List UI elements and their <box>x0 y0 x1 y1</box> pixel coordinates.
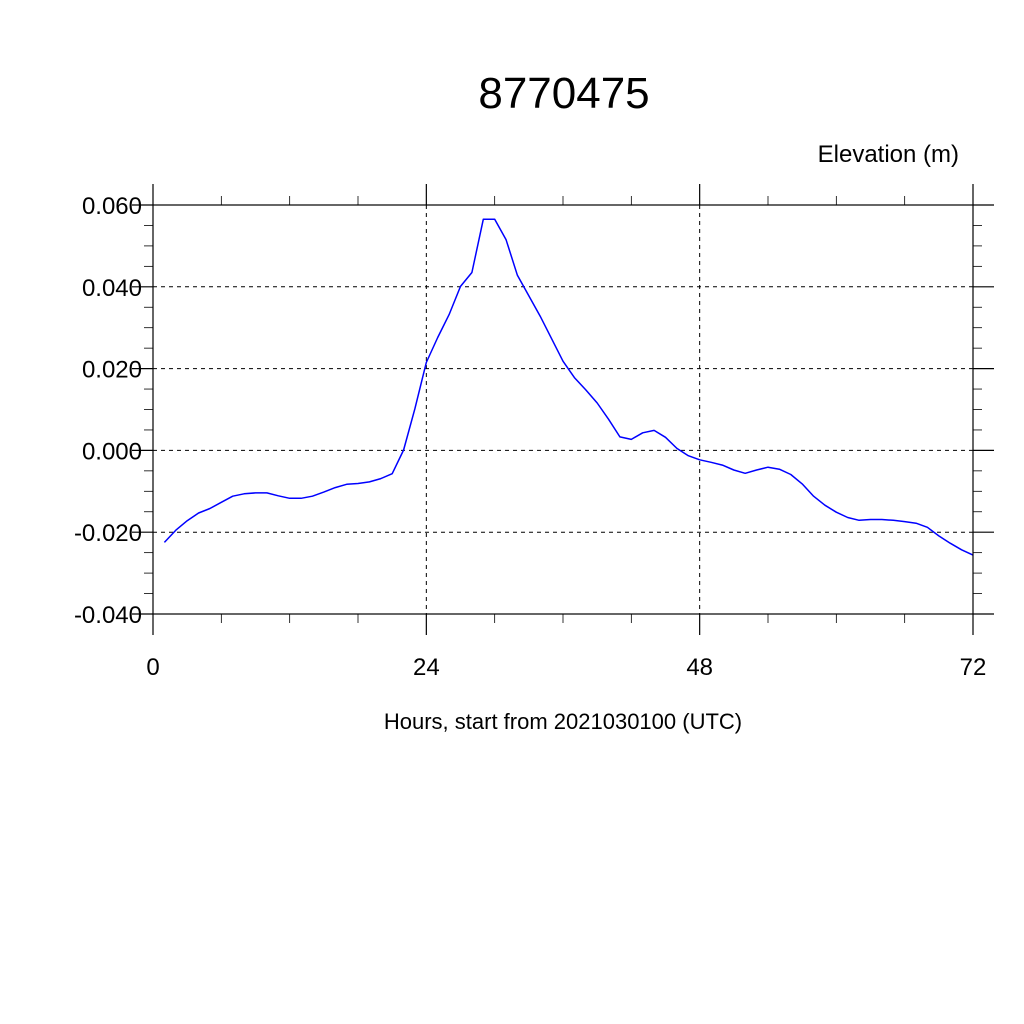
x-axis-label: Hours, start from 2021030100 (UTC) <box>384 709 742 734</box>
series-line <box>163 218 974 556</box>
y-axis-label: Elevation (m) <box>818 141 959 168</box>
minor-ticks <box>144 196 982 623</box>
plot-frame <box>152 204 974 615</box>
major-ticks <box>132 184 994 635</box>
y-tick-label: 0.020 <box>82 357 142 384</box>
chart-title: 8770475 <box>478 69 649 118</box>
y-tick-label: 0.040 <box>82 275 142 302</box>
y-tick-label: 0.060 <box>82 193 142 220</box>
tick-labels: 0 24 48 72 -0.040 -0.020 0.000 0.020 0.040 0.060 <box>74 193 986 681</box>
y-tick-label: -0.040 <box>74 602 142 629</box>
y-tick-label: 0.000 <box>82 438 142 465</box>
y-tick-label: -0.020 <box>74 520 142 547</box>
x-tick-label: 72 <box>960 654 987 681</box>
grid <box>153 204 973 615</box>
x-tick-label: 24 <box>413 654 440 681</box>
x-tick-label: 48 <box>686 654 713 681</box>
x-tick-label: 0 <box>146 654 159 681</box>
series-layer <box>163 218 974 556</box>
